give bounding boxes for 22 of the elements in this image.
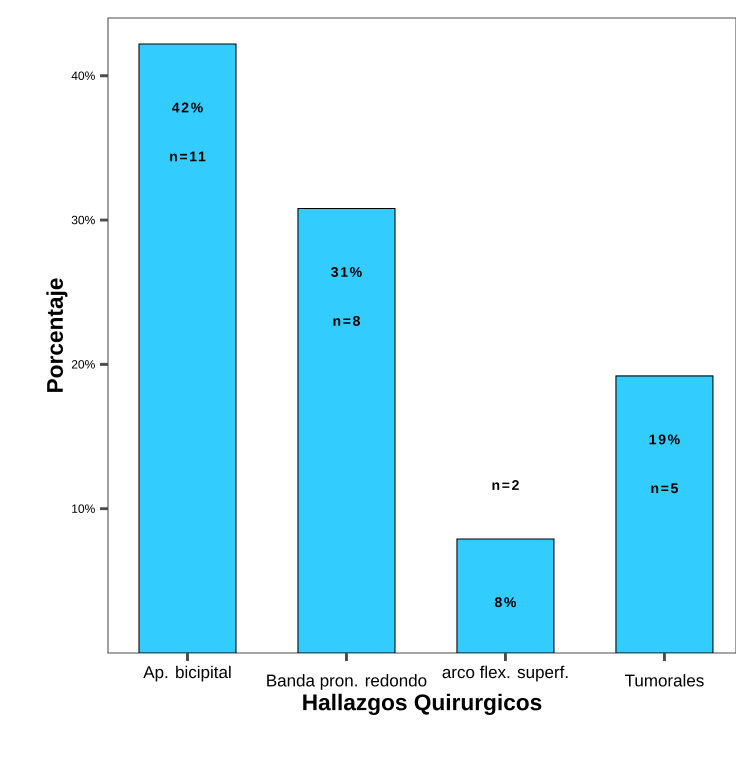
data-label: 42% xyxy=(172,102,203,112)
annotation: n=8 xyxy=(333,316,360,326)
x-tick-label: Tumorales xyxy=(624,674,704,687)
data-label: 31% xyxy=(331,267,362,277)
x-tick-label: arco flex. superf. xyxy=(442,666,568,682)
y-tick-label: 30% xyxy=(72,216,95,224)
annotation: n=11 xyxy=(170,152,206,162)
annotation: n=2 xyxy=(492,480,519,490)
annotation: n=5 xyxy=(651,483,678,494)
y-tick-label: 10% xyxy=(72,504,95,513)
y-axis-title: Porcentaje xyxy=(46,278,68,392)
bar xyxy=(297,208,396,653)
bar xyxy=(456,538,554,653)
y-tick-label: 20% xyxy=(72,360,95,369)
bar xyxy=(138,43,237,653)
x-tick-label: Banda pron. redondo xyxy=(267,674,426,690)
bar xyxy=(615,375,714,653)
data-label: 19% xyxy=(650,434,680,444)
x-axis-title: Hallazgos Quirurgicos xyxy=(303,694,542,715)
data-label: 8% xyxy=(494,597,516,608)
y-tick-label: 40% xyxy=(72,71,95,80)
x-tick-label: Ap. bicipital xyxy=(143,666,231,682)
